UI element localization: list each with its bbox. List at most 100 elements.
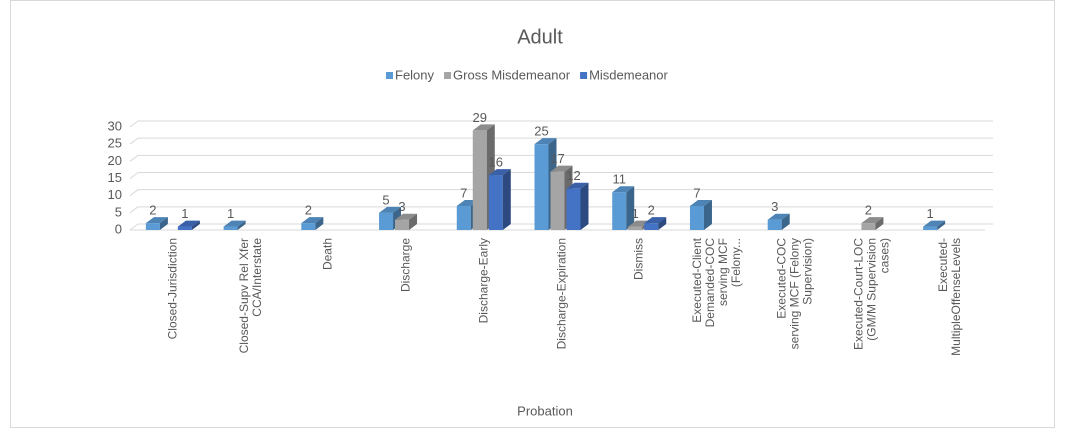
x-tick-label: Closed-Jurisdiction xyxy=(165,238,180,340)
bar-front xyxy=(488,175,503,230)
bar xyxy=(923,220,946,230)
bar-top xyxy=(628,220,651,227)
bar-front xyxy=(223,226,238,230)
legend-label: Gross Misdemeanor xyxy=(453,67,571,82)
y-tick-label: 15 xyxy=(108,170,122,185)
bar-front xyxy=(689,205,704,230)
bar xyxy=(689,199,712,230)
data-label: 1 xyxy=(227,206,234,221)
grid-connector xyxy=(129,206,139,214)
grid-connector xyxy=(129,137,139,145)
legend-swatch xyxy=(580,72,588,79)
legend-label: Misdemeanor xyxy=(589,67,668,82)
bar-side xyxy=(315,217,324,230)
data-label: 25 xyxy=(534,124,548,139)
bar-top xyxy=(612,186,635,193)
y-tick-label: 30 xyxy=(108,118,122,133)
x-tick-label: Executed-MultipleOffenseLevels xyxy=(936,238,964,356)
data-label: 12 xyxy=(566,168,580,183)
chart-border xyxy=(10,0,1055,428)
bar-side xyxy=(502,169,511,230)
bar-front xyxy=(861,223,876,230)
bar-front xyxy=(456,205,471,230)
x-tick-label: Executed-COC serving MCF (Felony Supervi… xyxy=(774,238,815,350)
data-label: 2 xyxy=(149,203,156,218)
x-tick-label: Closed-Supv Rel Xfer CCA/Interstate xyxy=(236,238,264,354)
y-tick-label: 10 xyxy=(108,187,122,202)
bar-side xyxy=(191,220,200,230)
bar xyxy=(644,217,667,230)
bar-side xyxy=(409,213,418,230)
bar-top xyxy=(472,124,495,131)
y-tick-label: 25 xyxy=(108,136,122,151)
y-tick-label: 20 xyxy=(108,153,122,168)
data-label: 1 xyxy=(632,206,639,221)
data-label: 7 xyxy=(693,185,700,200)
bar-top xyxy=(379,206,402,213)
bar-top xyxy=(395,213,418,220)
y-tick-label: 5 xyxy=(115,204,122,219)
x-tick-label: Discharge-Expiration xyxy=(554,238,568,350)
bar-side xyxy=(781,213,790,230)
data-label: 29 xyxy=(473,110,487,125)
bar-front xyxy=(767,219,782,230)
bar-top xyxy=(488,169,511,176)
bar-side xyxy=(703,199,712,230)
grid-connector xyxy=(129,120,139,128)
data-label: 17 xyxy=(550,151,564,166)
bar-top xyxy=(689,199,712,206)
bar-top xyxy=(923,220,946,227)
bar-top xyxy=(550,165,573,172)
x-tick-label: Discharge xyxy=(398,238,413,293)
bar xyxy=(612,186,635,230)
data-label: 5 xyxy=(382,192,389,207)
grid-connector xyxy=(129,172,139,179)
bar-front xyxy=(612,192,627,230)
bar-front xyxy=(145,223,160,230)
data-label: 2 xyxy=(305,203,312,218)
bar-front xyxy=(177,226,192,230)
x-tick-label: Discharge-Early xyxy=(476,238,491,324)
data-label: 3 xyxy=(771,199,778,214)
bar xyxy=(861,217,884,230)
grid-connector xyxy=(129,223,139,231)
y-tick-label: 0 xyxy=(115,221,122,236)
data-label: 16 xyxy=(489,155,503,170)
bar xyxy=(566,182,589,230)
bar xyxy=(301,217,324,230)
legend-label: Felony xyxy=(395,67,435,82)
bar-top xyxy=(223,220,246,227)
bar-side xyxy=(626,186,635,230)
bar-front xyxy=(301,223,316,230)
bar-top xyxy=(177,220,200,227)
bar-front xyxy=(923,226,938,230)
bar-front xyxy=(395,219,410,230)
bar-front xyxy=(628,226,643,230)
bar-front xyxy=(379,212,394,230)
data-label: 2 xyxy=(865,203,872,218)
bar-front xyxy=(644,223,659,230)
bar-side xyxy=(875,217,884,230)
chart-title: Adult xyxy=(517,26,563,48)
bar-side xyxy=(658,217,667,230)
bar xyxy=(145,217,168,230)
x-axis-title: Probation xyxy=(517,403,573,418)
legend-swatch xyxy=(444,72,452,79)
grid-connector xyxy=(129,189,139,197)
bar-top xyxy=(566,182,589,189)
grid-connector xyxy=(129,154,139,162)
bar-front xyxy=(534,144,549,230)
bar-top xyxy=(644,217,667,224)
bar-top xyxy=(534,138,557,145)
bar-side xyxy=(580,182,589,230)
bar xyxy=(395,213,418,230)
bar-front xyxy=(472,130,487,230)
data-label: 2 xyxy=(648,203,655,218)
bar-front xyxy=(550,171,565,230)
x-tick-label: Executed-Court-LOC (GM/M Supervision cas… xyxy=(851,238,892,351)
data-label: 11 xyxy=(612,172,626,187)
bar xyxy=(488,169,511,230)
legend-swatch xyxy=(386,72,393,79)
